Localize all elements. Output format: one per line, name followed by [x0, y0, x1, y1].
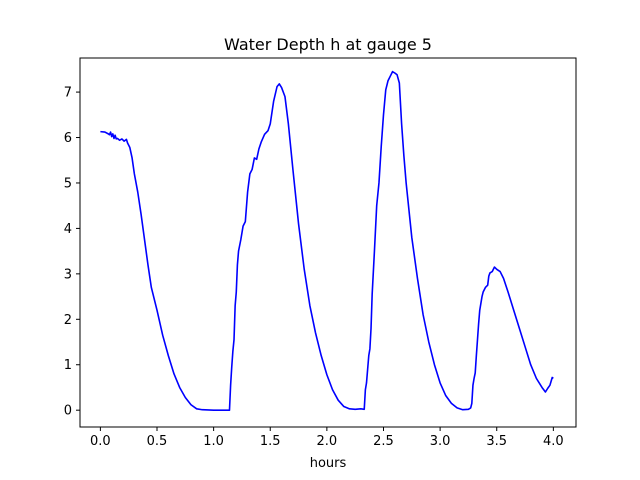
x-tick-label: 2.0: [317, 434, 338, 449]
x-tick-label: 2.5: [373, 434, 394, 449]
x-tick-label: 3.0: [430, 434, 451, 449]
y-tick-label: 5: [64, 176, 72, 191]
x-tick-label: 0.0: [90, 434, 111, 449]
chart-title: Water Depth h at gauge 5: [224, 35, 432, 54]
series-line-0: [100, 70, 554, 411]
x-tick-label: 1.0: [203, 434, 224, 449]
axis-ticks: 0.0 0.5 1.0 1.5 2.0 2.5 3.0 3.5 4.0 0 1 2 3 4 5 6 7: [64, 86, 564, 449]
y-tick-label: 0: [64, 404, 72, 419]
x-tick-label: 3.5: [486, 434, 507, 449]
x-axis-label: hours: [310, 456, 347, 471]
y-tick-label: 7: [64, 86, 72, 101]
y-tick-label: 1: [64, 358, 72, 373]
x-tick-label: 4.0: [543, 434, 564, 449]
plot-area: [100, 70, 554, 411]
y-tick-label: 3: [64, 267, 72, 282]
y-tick-label: 2: [64, 313, 72, 328]
x-tick-label: 0.5: [147, 434, 168, 449]
y-tick-label: 4: [64, 222, 72, 237]
axes-frame: [79, 57, 577, 428]
x-tick-label: 1.5: [260, 434, 281, 449]
y-tick-label: 6: [64, 131, 72, 146]
